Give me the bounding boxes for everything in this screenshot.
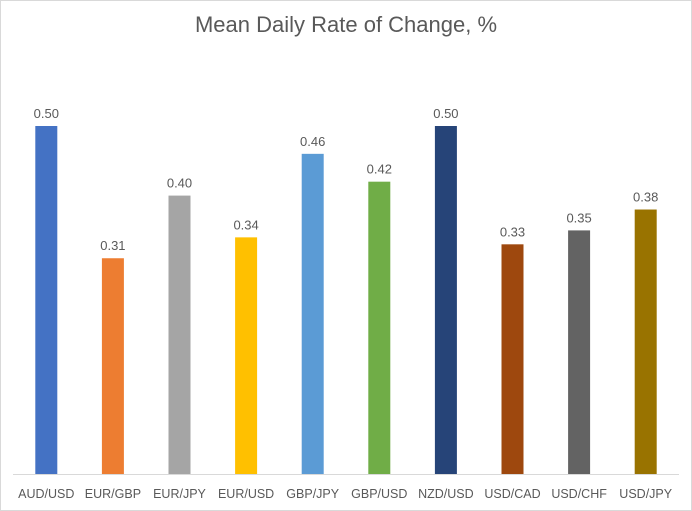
data-label-usd-chf: 0.35	[566, 210, 591, 225]
bar-gbp-usd	[368, 181, 391, 474]
data-label-usd-cad: 0.33	[500, 224, 525, 239]
bar-nzd-usd	[434, 126, 457, 474]
x-tick-label-eur-gbp: EUR/GBP	[85, 487, 141, 501]
x-tick-label-nzd-usd: NZD/USD	[418, 487, 474, 501]
bar-gbp-jpy	[301, 153, 324, 474]
bar-eur-jpy	[168, 195, 191, 474]
bar-aud-usd	[35, 126, 58, 474]
chart-title: Mean Daily Rate of Change, %	[194, 12, 498, 37]
bar-eur-usd	[235, 237, 258, 474]
data-label-eur-gbp: 0.31	[100, 238, 125, 253]
bar-usd-chf	[568, 230, 591, 474]
data-label-eur-jpy: 0.40	[167, 176, 192, 191]
x-tick-label-eur-usd: EUR/USD	[218, 487, 274, 501]
data-label-nzd-usd: 0.50	[433, 106, 458, 121]
x-tick-label-gbp-jpy: GBP/JPY	[286, 487, 339, 501]
x-tick-label-gbp-usd: GBP/USD	[351, 487, 407, 501]
bar-usd-cad	[501, 244, 524, 474]
data-label-gbp-usd: 0.42	[367, 162, 392, 177]
bar-usd-jpy	[634, 209, 657, 474]
x-tick-label-aud-usd: AUD/USD	[18, 487, 74, 501]
data-label-usd-jpy: 0.38	[633, 190, 658, 205]
data-label-eur-usd: 0.34	[233, 217, 258, 232]
x-tick-label-usd-jpy: USD/JPY	[619, 487, 672, 501]
data-label-gbp-jpy: 0.46	[300, 134, 325, 149]
x-tick-label-usd-chf: USD/CHF	[551, 487, 607, 501]
x-tick-labels-group: AUD/USD EUR/GBP EUR/JPY EUR/USD GBP/JPY GBP/U…	[18, 487, 673, 501]
x-tick-label-eur-jpy: EUR/JPY	[153, 487, 206, 501]
x-tick-label-usd-cad: USD/CAD	[484, 487, 540, 501]
data-label-aud-usd: 0.50	[34, 106, 59, 121]
bars-group	[35, 126, 657, 474]
bar-eur-gbp	[101, 258, 124, 474]
data-labels-group: 0.50 0.31 0.40 0.34 0.46 0.42 0.50 0.33 0.35 0.38	[34, 106, 659, 253]
